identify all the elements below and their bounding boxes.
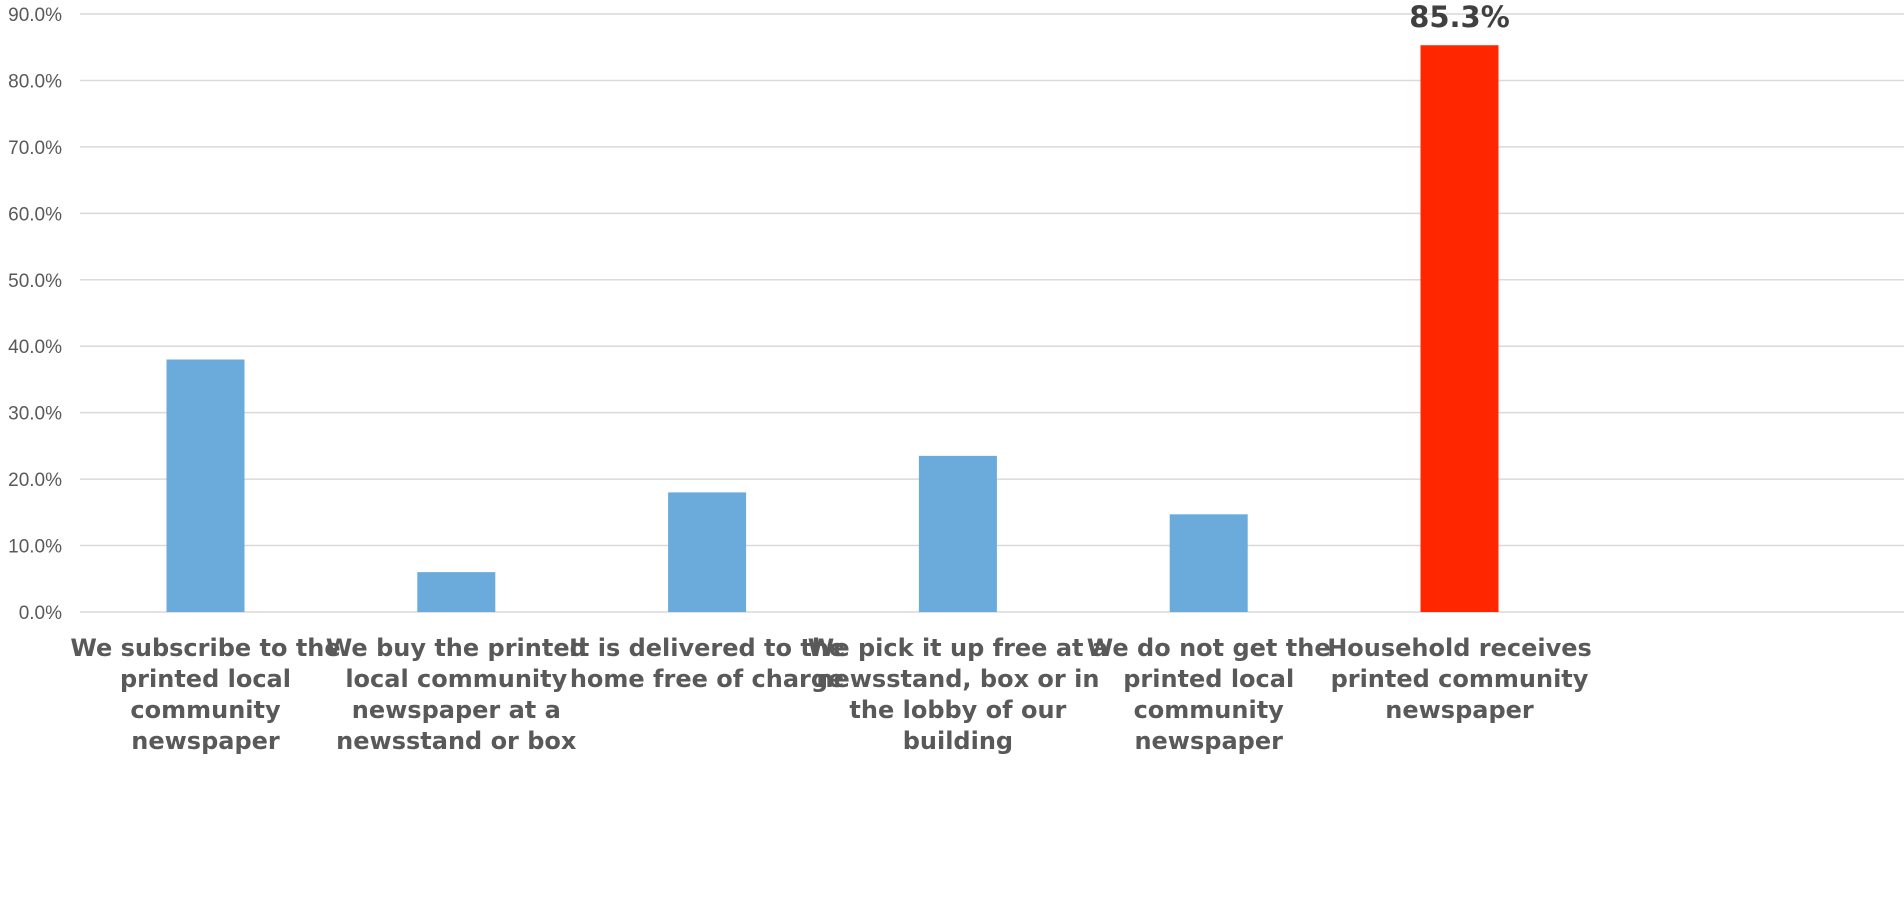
bar [918, 455, 997, 612]
y-tick-label: 10.0% [8, 537, 62, 558]
y-tick-label: 0.0% [19, 603, 62, 624]
category-label-line: We pick it up free at a [808, 634, 1108, 662]
category-label-line: local community [345, 665, 567, 693]
category-label-line: newspaper [1134, 727, 1283, 755]
bar [668, 492, 747, 612]
y-tick-label: 90.0% [8, 5, 62, 26]
category-label-line: newspaper [131, 727, 280, 755]
category-label-line: printed local [120, 665, 291, 693]
category-label: It is delivered to the home free of charg… [569, 634, 845, 693]
category-label-line: community [1134, 696, 1285, 724]
y-tick-label: 80.0% [8, 71, 62, 92]
category-label-line: newsstand or box [336, 727, 577, 755]
category-label-line: We buy the printed [326, 634, 587, 662]
bars [166, 45, 1499, 613]
data-labels: 85.3% [1409, 0, 1510, 34]
category-label-line: We subscribe to the [70, 634, 340, 662]
category-label-line: printed local [1123, 665, 1294, 693]
y-axis-tick-labels: 0.0% 10.0% 20.0% 30.0% 40.0% 50.0% 60.0% 70.0% 8… [8, 5, 62, 624]
y-tick-label: 20.0% [8, 470, 62, 491]
category-label-line: the lobby of our [849, 696, 1066, 724]
y-tick-label: 40.0% [8, 337, 62, 358]
category-label-line: building [903, 727, 1013, 755]
x-axis-category-labels: We subscribe to the printed local communit… [70, 634, 1591, 755]
bar [1420, 45, 1499, 613]
y-tick-label: 50.0% [8, 271, 62, 292]
data-label: 85.3% [1409, 0, 1510, 34]
y-tick-label: 30.0% [8, 404, 62, 425]
category-label-line: Household receives [1327, 634, 1592, 662]
category-label: We buy the printed local community newspap… [326, 634, 587, 755]
category-label-line: newsstand, box or in [816, 665, 1099, 693]
y-tick-label: 60.0% [8, 204, 62, 225]
category-label-line: community [130, 696, 281, 724]
category-label: We pick it up free at a newsstand, box or… [808, 634, 1108, 755]
category-label-line: newspaper at a [352, 696, 561, 724]
y-tick-label: 70.0% [8, 138, 62, 159]
category-label-line: We do not get the [1087, 634, 1331, 662]
gridlines [80, 13, 1904, 613]
category-label: We do not get the printed local community n… [1087, 634, 1331, 755]
category-label: Household receives printed community newsp… [1327, 634, 1592, 724]
bar [417, 572, 496, 612]
category-label-line: It is delivered to the [569, 634, 845, 662]
category-label-line: newspaper [1385, 696, 1534, 724]
bar [1169, 514, 1248, 612]
category-label-line: home free of charge [570, 665, 845, 693]
category-label-line: printed community [1331, 665, 1589, 693]
bar [166, 359, 245, 612]
category-label: We subscribe to the printed local communit… [70, 634, 340, 755]
